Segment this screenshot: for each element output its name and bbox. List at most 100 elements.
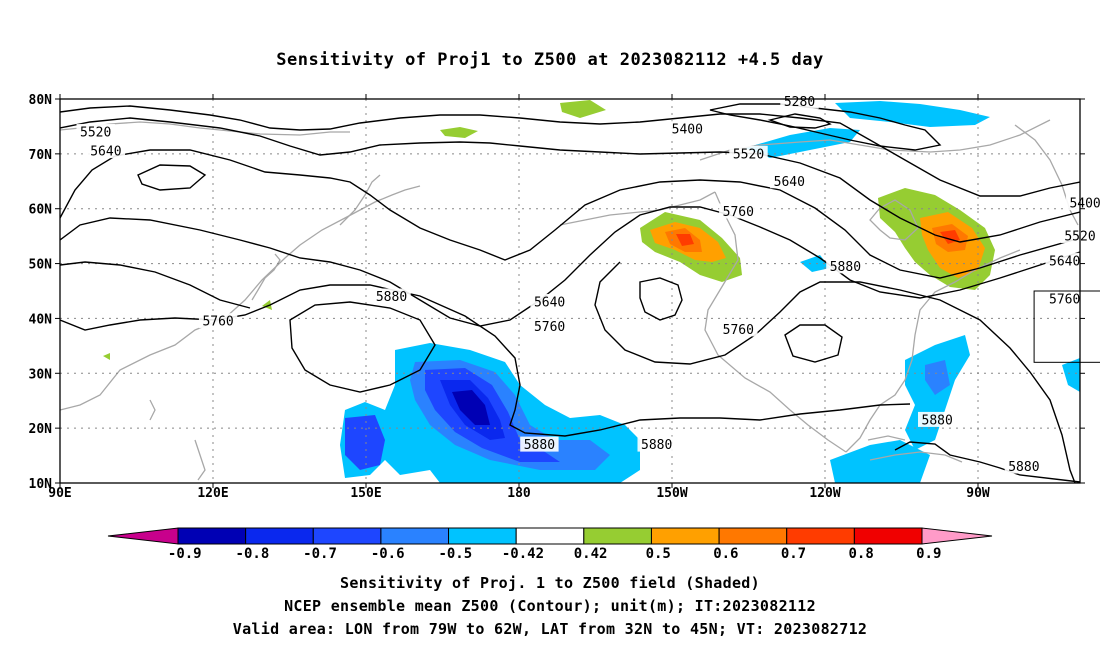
contour-label: 5880 bbox=[376, 290, 407, 305]
caption-line-1: Sensitivity of Proj. 1 to Z500 field (Sh… bbox=[340, 574, 760, 592]
map-title: Sensitivity of Proj1 to Z500 at 20230821… bbox=[276, 50, 824, 70]
coastline-philippines bbox=[194, 439, 206, 481]
contour-label: 5280 bbox=[784, 95, 815, 110]
coastline-gulf bbox=[845, 249, 1021, 453]
contour-label-bg bbox=[729, 145, 768, 161]
contour-label: 5880 bbox=[641, 438, 672, 453]
lon-label: 150W bbox=[656, 486, 687, 501]
lat-label: 20N bbox=[29, 422, 53, 437]
colorbar-segment bbox=[380, 527, 450, 545]
colorbar-label: 0.8 bbox=[848, 546, 873, 562]
contour-label-bg bbox=[637, 436, 676, 452]
contour-label-bg bbox=[520, 436, 559, 452]
positive-sensitivity-area bbox=[440, 127, 478, 138]
contour-label-bg bbox=[372, 288, 411, 304]
colorbar-segment bbox=[448, 527, 517, 545]
lon-label: 180 bbox=[507, 486, 531, 501]
negative-sensitivity-area bbox=[925, 360, 950, 395]
colorbar-label: 0.9 bbox=[916, 546, 941, 562]
coastline-taiwan bbox=[149, 399, 156, 421]
negative-sensitivity-area bbox=[800, 255, 830, 272]
contour-label: 5760 bbox=[723, 205, 754, 220]
coastline-kamchatka bbox=[339, 174, 381, 226]
contour-5760 bbox=[639, 277, 683, 321]
colorbar-label: 0.7 bbox=[781, 546, 806, 562]
coastline-caribbean bbox=[869, 451, 963, 463]
contour-label-bg bbox=[770, 173, 809, 189]
negative-sensitivity-area bbox=[835, 101, 990, 127]
contour-label-bg bbox=[1004, 458, 1044, 474]
coastline-greenland bbox=[1014, 124, 1079, 226]
contour-5280 bbox=[767, 113, 832, 129]
contour-label: 5520 bbox=[80, 125, 111, 140]
contour-label-bg bbox=[918, 411, 957, 427]
contour-5640 bbox=[60, 149, 1080, 279]
positive-sensitivity-area bbox=[676, 234, 694, 246]
colorbar-high-triangle bbox=[921, 527, 993, 545]
negative-sensitivity-area bbox=[452, 390, 490, 425]
colorbar-label: 0.42 bbox=[574, 546, 608, 562]
colorbar-low-triangle bbox=[107, 527, 179, 545]
map-frame bbox=[59, 98, 1081, 484]
colorbar-label: 0.5 bbox=[646, 546, 671, 562]
lat-label: 70N bbox=[29, 148, 53, 163]
lon-label: 90E bbox=[48, 486, 71, 501]
contour-label: 5640 bbox=[1049, 254, 1080, 269]
contour-label-bg bbox=[719, 321, 758, 337]
contour-label: 5640 bbox=[774, 175, 805, 190]
contour-label-bg bbox=[530, 293, 569, 309]
lon-label: 90W bbox=[966, 486, 990, 501]
contour-label: 5520 bbox=[733, 147, 764, 162]
colorbar-segment bbox=[786, 527, 855, 545]
contour-label-bg bbox=[530, 318, 569, 334]
negative-sensitivity-area bbox=[830, 440, 930, 483]
contour-label: 5640 bbox=[534, 295, 565, 310]
lon-label: 150E bbox=[350, 486, 381, 501]
contour-label-bg bbox=[76, 123, 115, 139]
positive-sensitivity-area bbox=[262, 300, 272, 310]
contour-label-bg bbox=[86, 143, 126, 159]
contour-label-bg bbox=[826, 258, 865, 274]
contour-label-bg bbox=[1065, 195, 1100, 211]
negative-sensitivity-area bbox=[345, 415, 385, 470]
contour-label: 5880 bbox=[1008, 460, 1039, 475]
colorbar-label: -0.6 bbox=[371, 546, 405, 562]
contour-label: 5880 bbox=[922, 413, 953, 428]
coastline-alaska bbox=[559, 191, 716, 226]
contour-label: 5760 bbox=[202, 315, 233, 330]
negative-sensitivity-area bbox=[1062, 358, 1080, 392]
caption-line-2: NCEP ensemble mean Z500 (Contour); unit(… bbox=[284, 597, 816, 615]
contour-5760 bbox=[60, 206, 1080, 327]
colorbar-label: 0.6 bbox=[713, 546, 738, 562]
coastline-japan bbox=[251, 253, 281, 301]
contour-label: 5640 bbox=[90, 145, 121, 160]
positive-sensitivity-area bbox=[560, 100, 606, 118]
contour-label-bg bbox=[719, 203, 758, 219]
colorbar-segment bbox=[245, 527, 314, 545]
colorbar-segment bbox=[718, 527, 788, 545]
contour-label-bg bbox=[198, 313, 238, 329]
colorbar-segment bbox=[853, 527, 923, 545]
colorbar-segment bbox=[312, 527, 382, 545]
colorbar-label: -0.5 bbox=[438, 546, 472, 562]
lon-label: 120E bbox=[197, 486, 228, 501]
contour-label: 5400 bbox=[1069, 197, 1100, 212]
contour-label: 5880 bbox=[830, 260, 861, 275]
contour-label-bg bbox=[668, 121, 707, 137]
contour-label: 5880 bbox=[524, 438, 555, 453]
coastline-cuba bbox=[867, 435, 906, 441]
colorbar: -0.9 -0.8 -0.7 -0.6 -0.5 -0.42 0.42 0.5 0.6 0.7 0.… bbox=[107, 527, 993, 562]
contour-label-bg bbox=[1045, 252, 1084, 268]
positive-sensitivity-area bbox=[103, 353, 110, 360]
sensitivity-shading bbox=[103, 100, 1080, 483]
contour-5880 bbox=[894, 441, 1080, 483]
coastline-asia bbox=[60, 185, 421, 411]
contour-label-bg bbox=[780, 93, 819, 109]
coastline-arctic bbox=[699, 119, 1051, 161]
lat-label: 50N bbox=[29, 258, 53, 273]
contour-label-bg bbox=[1045, 291, 1084, 307]
contour-5520 bbox=[60, 117, 1080, 243]
colorbar-label: -0.7 bbox=[303, 546, 337, 562]
